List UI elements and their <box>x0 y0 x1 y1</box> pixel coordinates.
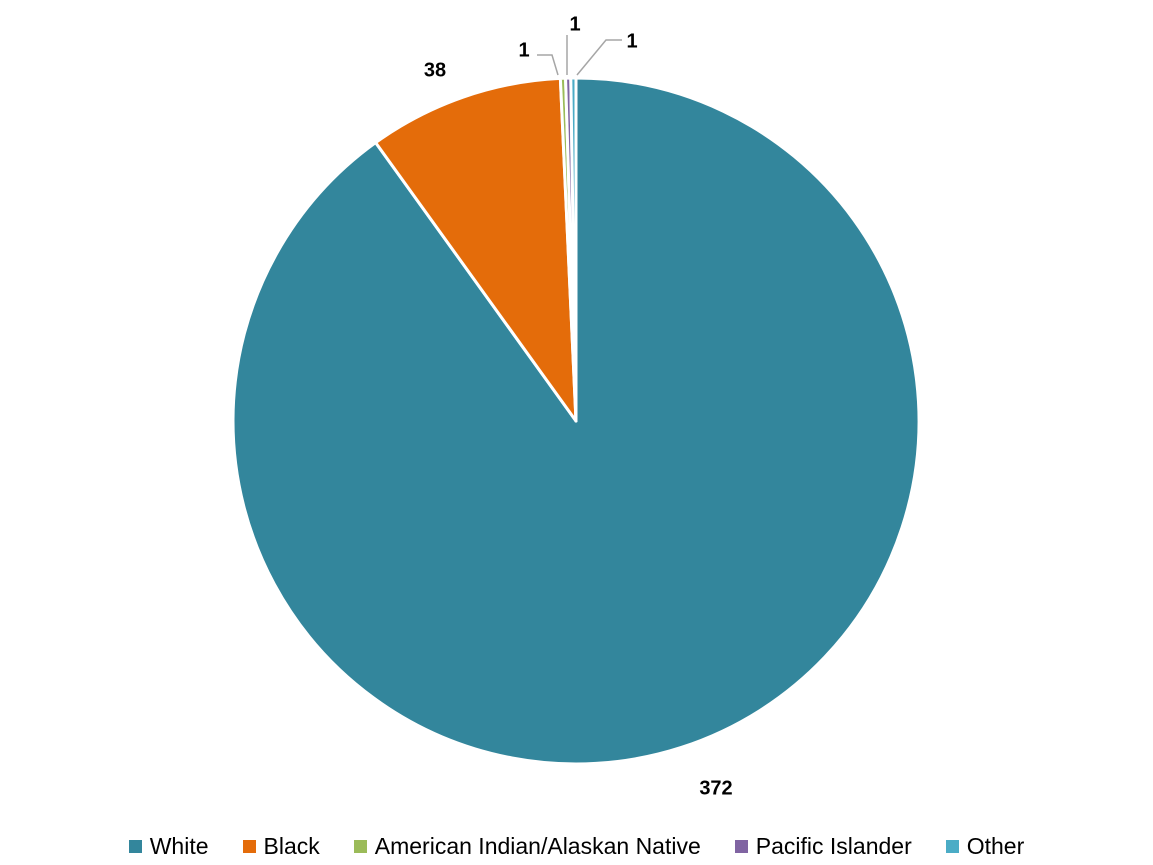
leader-lines <box>537 35 622 76</box>
legend-item-black: Black <box>242 832 320 860</box>
pie-chart-canvas: 372 38 1 1 1 <box>231 13 921 799</box>
data-label-white: 372 <box>699 777 732 799</box>
data-label-black: 38 <box>424 59 446 81</box>
pie-slice-black <box>374 76 578 423</box>
data-label-pacific-islander: 1 <box>569 13 580 35</box>
leader-line-american-indian-alaskan-native <box>537 54 559 76</box>
legend-item-pacific-islander: Pacific Islander <box>734 832 912 860</box>
legend-swatch <box>945 839 959 853</box>
legend-item-white: White <box>128 832 209 860</box>
legend-swatch <box>734 839 748 853</box>
legend-item-american-indian-alaskan-native: American Indian/Alaskan Native <box>353 832 701 860</box>
data-label-american-indian-alaskan-native: 1 <box>518 39 529 61</box>
legend-label: American Indian/Alaskan Native <box>374 832 701 859</box>
legend-label: Other <box>966 832 1025 859</box>
pie-slices <box>231 76 921 766</box>
legend-label: White <box>149 832 209 859</box>
data-labels: 372 38 1 1 1 <box>424 13 733 799</box>
legend-label: Pacific Islander <box>755 832 912 859</box>
legend: White Black American Indian/Alaskan Native… <box>0 828 1153 864</box>
legend-swatch <box>353 839 367 853</box>
legend-item-other: Other <box>945 832 1025 860</box>
data-label-other: 1 <box>626 30 637 52</box>
leader-line-other <box>576 39 622 76</box>
legend-swatch <box>242 839 256 853</box>
legend-swatch <box>128 839 142 853</box>
pie-slice-other <box>569 76 578 423</box>
legend-label: Black <box>263 832 320 859</box>
